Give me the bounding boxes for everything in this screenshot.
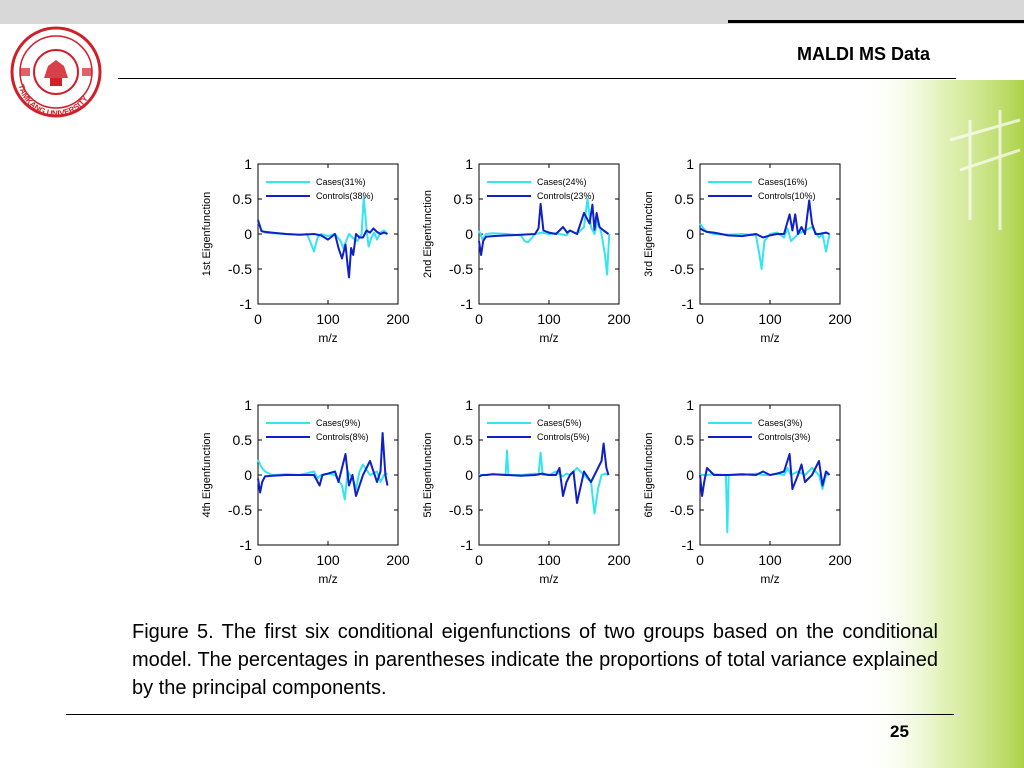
legend-label: Cases(5%): [537, 418, 582, 428]
y-tick-label: 0.5: [675, 432, 695, 448]
footer-divider: [66, 714, 954, 715]
x-tick-label: 100: [316, 552, 340, 568]
y-tick-label: 0: [686, 226, 694, 242]
university-logo: TAMKANG UNIVERSITY: [10, 26, 102, 118]
x-tick-label: 0: [254, 311, 262, 327]
y-tick-label: -0.5: [449, 261, 473, 277]
y-tick-label: -0.5: [228, 261, 252, 277]
y-axis-label: 3rd Eigenfunction: [643, 191, 655, 277]
x-tick-label: 200: [607, 311, 631, 327]
y-tick-label: -0.5: [670, 502, 694, 518]
x-axis-label: m/z: [760, 331, 779, 345]
y-axis-label: 4th Eigenfunction: [201, 432, 213, 517]
page-number: 25: [890, 722, 909, 741]
legend-label: Controls(8%): [316, 432, 369, 442]
y-axis-label: 2nd Eigenfunction: [422, 190, 434, 278]
slide-title: MALDI MS Data: [796, 44, 930, 64]
header-divider: [118, 78, 956, 79]
y-tick-label: 0: [465, 226, 473, 242]
top-accent-line: [728, 20, 1024, 23]
legend-label: Controls(10%): [758, 191, 816, 201]
y-tick-label: 0.5: [233, 191, 253, 207]
series-line-controls: [478, 442, 610, 504]
x-tick-label: 200: [828, 552, 852, 568]
series-line-controls: [257, 219, 388, 279]
y-tick-label: -1: [682, 296, 695, 312]
x-tick-label: 200: [386, 311, 410, 327]
y-tick-label: -0.5: [228, 502, 252, 518]
legend-label: Cases(16%): [758, 177, 808, 187]
x-tick-label: 100: [537, 552, 561, 568]
x-tick-label: 200: [828, 311, 852, 327]
x-tick-label: 0: [696, 311, 704, 327]
y-tick-label: 0: [686, 467, 694, 483]
y-tick-label: 0.5: [233, 432, 253, 448]
x-axis-label: m/z: [760, 572, 779, 586]
y-axis-label: 6th Eigenfunction: [643, 432, 655, 517]
y-tick-label: 1: [465, 397, 473, 413]
x-tick-label: 200: [607, 552, 631, 568]
legend-label: Cases(9%): [316, 418, 361, 428]
y-tick-label: 1: [686, 397, 694, 413]
y-tick-label: 1: [686, 156, 694, 172]
legend-label: Cases(31%): [316, 177, 366, 187]
y-tick-label: 1: [244, 156, 252, 172]
series-line-controls: [699, 453, 831, 497]
y-axis-label: 5th Eigenfunction: [422, 432, 434, 517]
y-tick-label: -1: [240, 537, 253, 553]
y-tick-label: 0: [465, 467, 473, 483]
legend-label: Controls(5%): [537, 432, 590, 442]
series-line-controls: [478, 202, 610, 256]
y-tick-label: -0.5: [670, 261, 694, 277]
y-tick-label: 0: [244, 226, 252, 242]
x-tick-label: 100: [537, 311, 561, 327]
x-axis-label: m/z: [539, 331, 558, 345]
y-tick-label: -1: [461, 537, 474, 553]
y-tick-label: 0.5: [454, 191, 474, 207]
x-tick-label: 0: [475, 552, 483, 568]
y-tick-label: 0: [244, 467, 252, 483]
x-tick-label: 100: [758, 311, 782, 327]
figure-caption: Figure 5. The first six conditional eige…: [132, 621, 938, 699]
x-axis-label: m/z: [318, 572, 337, 586]
y-tick-label: 0.5: [454, 432, 474, 448]
legend-label: Controls(23%): [537, 191, 595, 201]
y-tick-label: 0.5: [675, 191, 695, 207]
legend-label: Controls(38%): [316, 191, 374, 201]
legend-label: Cases(3%): [758, 418, 803, 428]
y-tick-label: 1: [244, 397, 252, 413]
y-axis-label: 1st Eigenfunction: [201, 192, 213, 276]
x-tick-label: 0: [475, 311, 483, 327]
x-axis-label: m/z: [539, 572, 558, 586]
x-tick-label: 100: [316, 311, 340, 327]
x-tick-label: 200: [386, 552, 410, 568]
y-tick-label: -1: [461, 296, 474, 312]
series-line-controls: [257, 432, 389, 497]
decorative-background: [860, 80, 1024, 768]
y-tick-label: -1: [240, 296, 253, 312]
legend-label: Cases(24%): [537, 177, 587, 187]
y-tick-label: 1: [465, 156, 473, 172]
legend-label: Controls(3%): [758, 432, 811, 442]
logo-text: TAMKANG UNIVERSITY: [17, 83, 91, 118]
y-tick-label: -1: [682, 537, 695, 553]
series-line-cases: [479, 449, 609, 515]
x-axis-label: m/z: [318, 331, 337, 345]
x-tick-label: 100: [758, 552, 782, 568]
y-tick-label: -0.5: [449, 502, 473, 518]
series-line-controls: [699, 199, 830, 239]
x-tick-label: 0: [254, 552, 262, 568]
x-tick-label: 0: [696, 552, 704, 568]
